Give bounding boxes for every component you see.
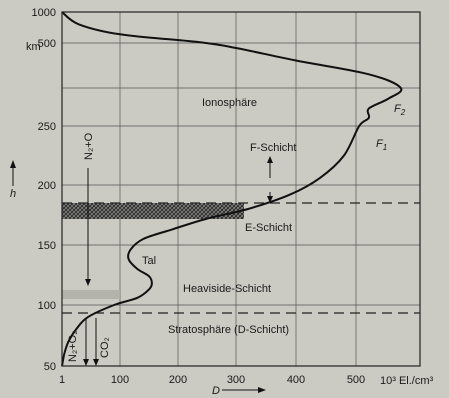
y-axis-label: h	[10, 188, 16, 200]
x-tick-label: 1	[59, 374, 65, 386]
heaviside-label: Heaviside-Schicht	[183, 283, 271, 295]
co2-label: CO₂	[99, 337, 111, 358]
valley-label: Tal	[142, 255, 156, 267]
x-tick-label: 400	[287, 374, 305, 386]
electron-density-profile	[61, 11, 403, 367]
y-tick-label: 500	[38, 38, 56, 50]
x-axis-label: D	[212, 385, 220, 397]
n2-o2-label: N₂+O₂	[67, 331, 79, 362]
y-tick-label: 150	[38, 240, 56, 252]
e-layer-arrowhead	[267, 196, 273, 203]
y-tick-label: 100	[38, 300, 56, 312]
x-tick-label: 500	[347, 374, 365, 386]
y-tick-label: 250	[38, 121, 56, 133]
y-axis-unit: km	[26, 41, 41, 53]
x-axis-arrowhead	[258, 387, 266, 393]
x-tick-label: 100	[111, 374, 129, 386]
n2-o2-arrowhead	[83, 359, 89, 366]
y-tick-label: 50	[44, 361, 56, 373]
x-tick-label: 200	[169, 374, 187, 386]
n2-o-arrowhead	[85, 279, 91, 286]
y-tick-label: 1000	[32, 7, 56, 19]
f-layer-arrowhead	[267, 156, 273, 163]
plot-frame	[61, 11, 421, 367]
e-layer-band	[62, 203, 244, 219]
x-axis-ticks: 1 100 200 300 400 500	[59, 374, 365, 386]
stratosphere-label: Stratosphäre (D-Schicht)	[168, 324, 289, 336]
heaviside-band	[62, 290, 120, 299]
x-tick-label: 300	[227, 374, 245, 386]
n2-o-label: N₂+O	[83, 132, 95, 160]
y-axis-arrowhead	[10, 160, 16, 168]
f1-label: F1	[376, 138, 387, 152]
y-axis-ticks: 50 100 150 200 250 500 1000	[32, 7, 56, 373]
y-tick-label: 200	[38, 180, 56, 192]
f-layer-label: F-Schicht	[250, 142, 296, 154]
e-layer-label: E-Schicht	[245, 222, 292, 234]
co2-arrowhead	[93, 359, 99, 366]
x-axis-unit: 10³ El./cm³	[380, 375, 434, 387]
f2-label: F2	[394, 103, 406, 117]
ionosphere-label: Ionosphäre	[202, 97, 257, 109]
